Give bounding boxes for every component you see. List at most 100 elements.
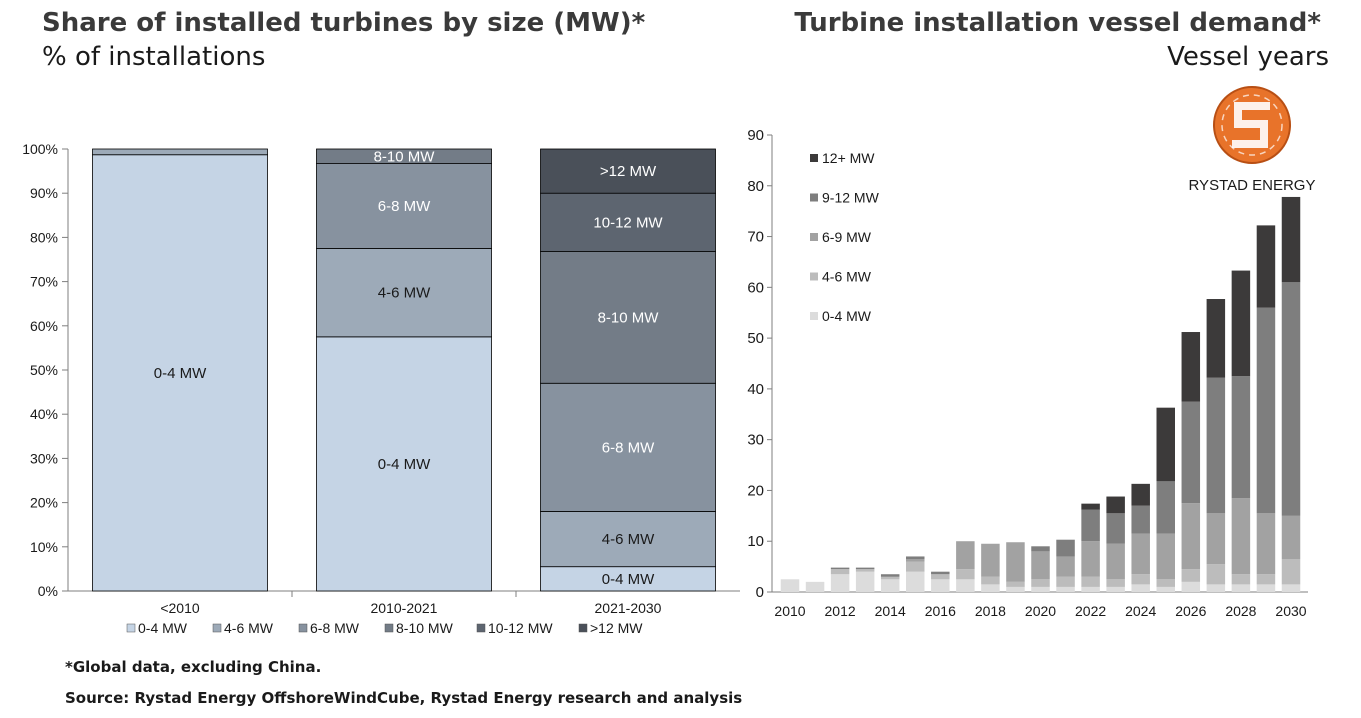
right-chart-title: Turbine installation vessel demand* <box>794 8 1321 38</box>
bar-segment <box>1281 584 1301 592</box>
rystad-energy-logo: RYSTAD ENERGY <box>1189 86 1316 194</box>
bar-segment <box>981 584 1000 592</box>
left-chart-subtitle: % of installations <box>42 42 266 72</box>
bar-segment <box>1256 513 1276 575</box>
bar-segment-label: 0-4 MW <box>602 571 655 588</box>
legend-label: 4-6 MW <box>224 620 274 636</box>
rystad-energy-logo-icon <box>1213 86 1291 164</box>
bar-segment <box>316 148 492 164</box>
bar-segment <box>1206 513 1226 565</box>
bar-segment <box>1031 579 1050 587</box>
bar-segment <box>1156 586 1175 592</box>
bar-segment <box>1231 498 1251 575</box>
legend-swatch <box>476 623 486 633</box>
bar-segment <box>1281 558 1301 585</box>
bar-segment <box>1056 539 1075 557</box>
legend-swatch <box>810 193 818 202</box>
legend-swatch <box>298 623 308 633</box>
bar-segment <box>1181 581 1201 592</box>
bar-segment <box>1056 586 1075 592</box>
y-tick-label: 50 <box>747 330 764 347</box>
bar-segment <box>956 569 975 580</box>
x-tick-label: 2026 <box>1175 603 1206 619</box>
bar-segment <box>1181 503 1201 570</box>
legend-swatch <box>810 272 818 281</box>
legend-swatch <box>810 154 818 162</box>
x-tick-label: 2020 <box>1025 603 1056 619</box>
bar-segment <box>1231 376 1251 499</box>
y-tick-label: 0 <box>756 584 764 601</box>
y-tick-label: 80% <box>30 229 58 245</box>
legend-swatch <box>578 623 588 633</box>
x-tick-label: 2010-2021 <box>371 600 438 616</box>
bar-segment <box>540 192 716 252</box>
x-tick-label: 2016 <box>925 603 956 619</box>
y-tick-label: 30 <box>747 432 764 449</box>
bar-segment-label: 8-10 MW <box>598 309 660 326</box>
bar-segment <box>92 154 268 592</box>
bar-segment <box>956 579 975 592</box>
legend-label: 0-4 MW <box>138 620 188 636</box>
bar-segment <box>1006 586 1025 592</box>
bar-segment <box>1056 556 1075 577</box>
bar-segment <box>1081 576 1100 587</box>
x-tick-label: 2012 <box>825 603 856 619</box>
bar-segment <box>830 569 850 575</box>
x-tick-label: 2014 <box>875 603 906 619</box>
bar-segment <box>540 511 716 568</box>
bar-segment <box>1006 581 1025 587</box>
legend-label: 6-9 MW <box>822 229 872 245</box>
bar-segment <box>1006 542 1025 582</box>
bar-segment <box>1281 515 1301 559</box>
bar-segment <box>780 579 800 592</box>
y-tick-label: 40% <box>30 406 58 422</box>
bar-segment-label: 0-4 MW <box>154 365 207 382</box>
x-tick-label: 2024 <box>1125 603 1156 619</box>
source-note: Source: Rystad Energy OffshoreWindCube, … <box>65 689 743 707</box>
bar-segment <box>1106 513 1125 544</box>
x-tick-label: 2010 <box>774 603 805 619</box>
bar-segment <box>1231 574 1251 585</box>
footnote: *Global data, excluding China. <box>65 658 322 676</box>
bar-segment <box>880 579 900 592</box>
y-tick-label: 100% <box>22 141 58 157</box>
bar-segment <box>880 574 900 577</box>
legend-swatch <box>810 312 818 320</box>
bar-segment <box>1056 576 1075 587</box>
bar-segment-label: >12 MW <box>600 163 657 180</box>
bar-segment <box>1031 551 1050 580</box>
bar-segment-label: 4-6 MW <box>602 531 655 548</box>
bar-segment <box>931 571 950 575</box>
legend-label: 10-12 MW <box>488 620 553 636</box>
bar-segment <box>540 382 716 512</box>
bar-segment <box>1206 377 1226 514</box>
legend-label: 12+ MW <box>822 150 875 166</box>
y-tick-label: 40 <box>747 381 764 398</box>
bar-segment <box>1256 307 1276 514</box>
left-chart-title: Share of installed turbines by size (MW)… <box>42 8 646 38</box>
bar-segment <box>1256 584 1276 592</box>
bar-segment <box>1206 584 1226 592</box>
bar-segment <box>830 567 850 570</box>
bar-segment-label: 6-8 MW <box>602 439 655 456</box>
logo-text: RYSTAD ENERGY <box>1189 177 1316 194</box>
bar-segment <box>1031 546 1050 552</box>
legend-label: 6-8 MW <box>310 620 360 636</box>
legend-swatch <box>810 233 818 241</box>
bar-segment <box>1106 543 1125 580</box>
y-tick-label: 90% <box>30 185 58 201</box>
bar-segment <box>1081 509 1100 542</box>
bar-segment <box>540 148 716 194</box>
bar-segment <box>855 569 875 572</box>
bar-segment <box>1131 574 1150 585</box>
bar-segment <box>1206 299 1226 378</box>
bar-segment <box>540 251 716 384</box>
bar-segment <box>1256 225 1276 308</box>
bar-segment <box>855 567 875 570</box>
bar-segment <box>1156 481 1175 534</box>
legend-label: >12 MW <box>590 620 643 636</box>
turbine-share-chart: 0% 10% 20% 30% 40% 50% 60% 70% 80% 90% 100% 0-4 MW <… <box>22 141 740 636</box>
bar-segment-label: 6-8 MW <box>378 198 431 215</box>
bar-segment <box>316 248 492 338</box>
bar-segment <box>1231 270 1251 377</box>
